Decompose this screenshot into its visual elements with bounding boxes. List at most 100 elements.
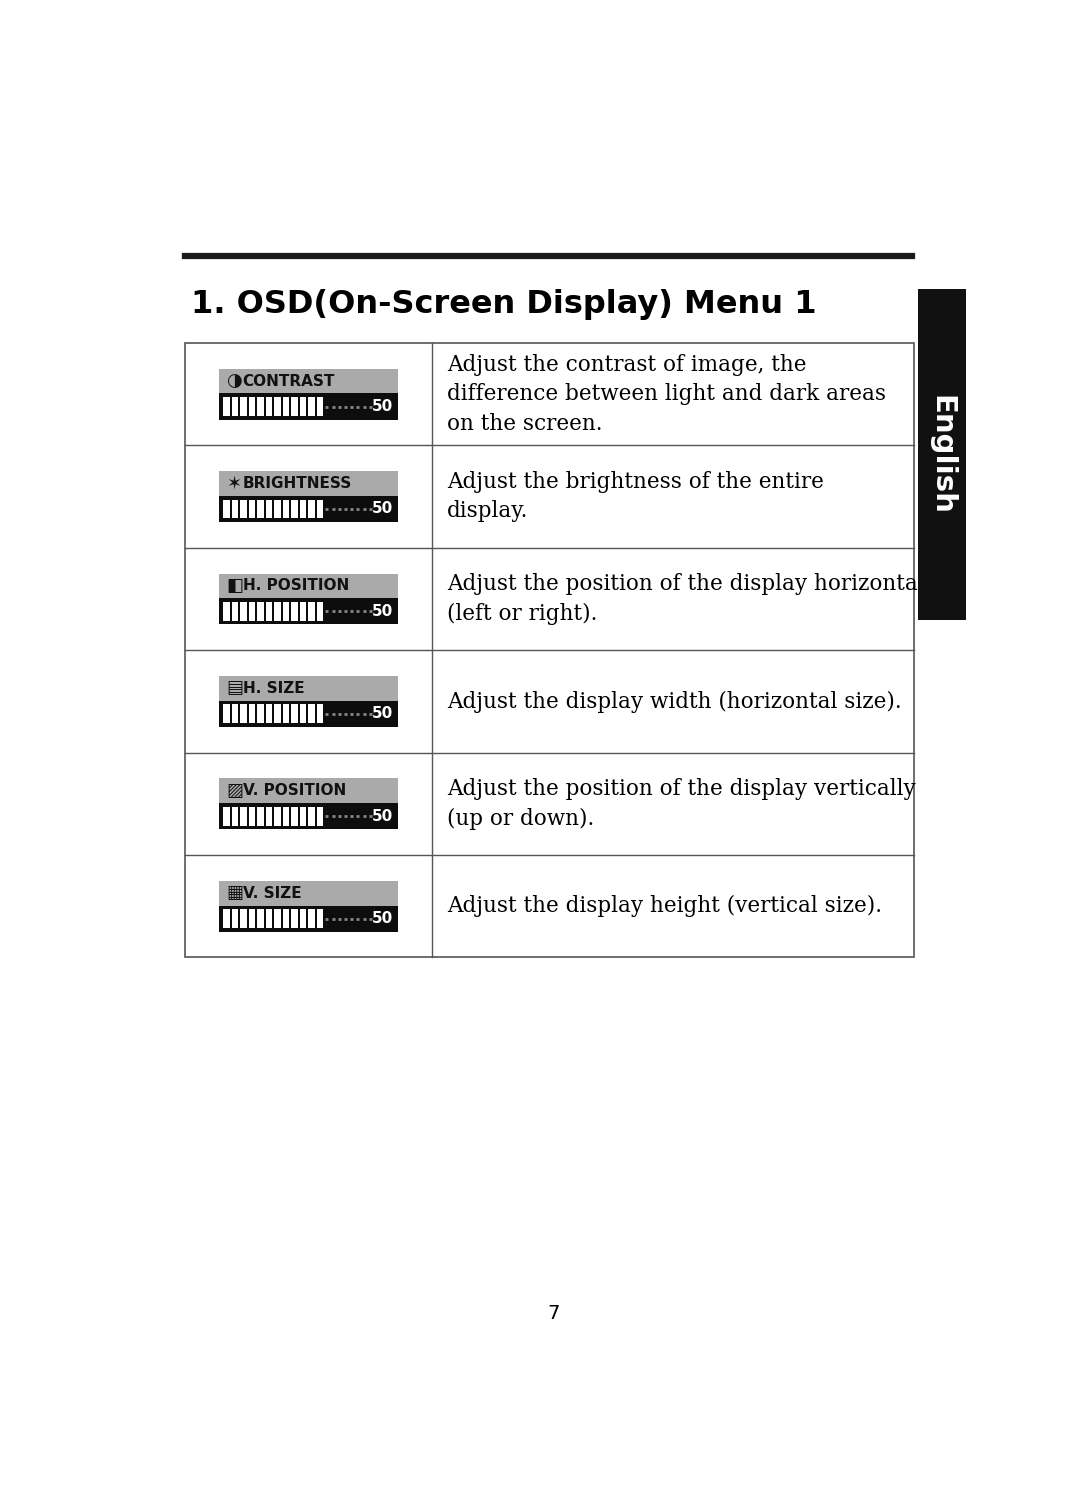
Bar [308, 397, 314, 416]
Bar [219, 496, 397, 521]
Text: CONTRAST: CONTRAST [243, 373, 335, 388]
Bar [266, 397, 272, 416]
Bar [257, 807, 264, 825]
Text: BRIGHTNESS: BRIGHTNESS [243, 476, 352, 491]
Bar [248, 601, 255, 621]
Bar [219, 574, 397, 598]
Bar [283, 910, 289, 928]
Bar [274, 704, 281, 724]
Text: ▨: ▨ [227, 781, 243, 799]
Bar [266, 500, 272, 518]
Bar [257, 397, 264, 416]
Bar [274, 601, 281, 621]
Bar [308, 601, 314, 621]
Bar [240, 807, 246, 825]
Bar [308, 500, 314, 518]
Bar [299, 500, 306, 518]
Bar [224, 704, 230, 724]
Bar [283, 397, 289, 416]
Bar [316, 500, 323, 518]
Text: 50: 50 [372, 911, 393, 926]
Text: Adjust the contrast of image, the
difference between light and dark areas
on the: Adjust the contrast of image, the differ… [447, 354, 886, 435]
Bar [232, 807, 239, 825]
Bar [316, 397, 323, 416]
Bar [248, 807, 255, 825]
Bar [224, 910, 230, 928]
Bar [316, 704, 323, 724]
Bar [219, 905, 397, 932]
Text: 7: 7 [548, 1304, 559, 1324]
Bar [257, 601, 264, 621]
Text: 1. OSD(On-Screen Display) Menu 1: 1. OSD(On-Screen Display) Menu 1 [191, 289, 816, 320]
Bar [219, 369, 397, 393]
Bar [299, 601, 306, 621]
Bar [266, 704, 272, 724]
Bar [257, 910, 264, 928]
Bar [219, 701, 397, 727]
Text: V. POSITION: V. POSITION [243, 783, 346, 798]
Bar [240, 704, 246, 724]
Text: 50: 50 [372, 808, 393, 823]
Text: 50: 50 [372, 399, 393, 414]
Bar [219, 881, 397, 905]
Bar [283, 807, 289, 825]
Bar [219, 778, 397, 802]
Bar [248, 500, 255, 518]
Text: H. POSITION: H. POSITION [243, 579, 349, 594]
Bar [299, 910, 306, 928]
Bar [257, 704, 264, 724]
Bar [308, 704, 314, 724]
Bar [232, 397, 239, 416]
Bar [266, 910, 272, 928]
Bar [292, 910, 298, 928]
Text: 50: 50 [372, 502, 393, 517]
Bar [316, 807, 323, 825]
Text: H. SIZE: H. SIZE [243, 681, 305, 697]
Bar [292, 397, 298, 416]
Text: Adjust the brightness of the entire
display.: Adjust the brightness of the entire disp… [447, 471, 824, 523]
Bar [292, 500, 298, 518]
Bar [299, 807, 306, 825]
Text: English: English [928, 394, 956, 515]
Text: 50: 50 [372, 706, 393, 721]
Bar [219, 675, 397, 701]
Text: V. SIZE: V. SIZE [243, 885, 301, 901]
Bar [918, 289, 966, 620]
Bar [219, 471, 397, 496]
Bar [224, 601, 230, 621]
Bar [257, 500, 264, 518]
Bar [274, 500, 281, 518]
Bar [316, 601, 323, 621]
Text: 50: 50 [372, 604, 393, 620]
Bar [232, 704, 239, 724]
Bar [292, 807, 298, 825]
Bar [283, 500, 289, 518]
Bar [292, 601, 298, 621]
Bar [299, 704, 306, 724]
Text: Adjust the display height (vertical size).: Adjust the display height (vertical size… [447, 895, 882, 917]
Text: ◑: ◑ [227, 372, 242, 390]
Bar [316, 910, 323, 928]
Bar [274, 910, 281, 928]
Bar [224, 807, 230, 825]
Bar [232, 601, 239, 621]
Bar [266, 601, 272, 621]
Bar [292, 704, 298, 724]
Text: ▦: ▦ [227, 884, 243, 902]
Bar [186, 343, 914, 958]
Bar [240, 910, 246, 928]
Bar [232, 500, 239, 518]
Bar [248, 704, 255, 724]
Bar [232, 910, 239, 928]
Bar [274, 397, 281, 416]
Bar [219, 598, 397, 624]
Bar [283, 601, 289, 621]
Bar [224, 500, 230, 518]
Bar [248, 910, 255, 928]
Bar [219, 393, 397, 420]
Bar [266, 807, 272, 825]
Text: ✶: ✶ [227, 474, 242, 493]
Bar [219, 802, 397, 830]
Text: Adjust the position of the display vertically
(up or down).: Adjust the position of the display verti… [447, 778, 916, 830]
Bar [240, 397, 246, 416]
